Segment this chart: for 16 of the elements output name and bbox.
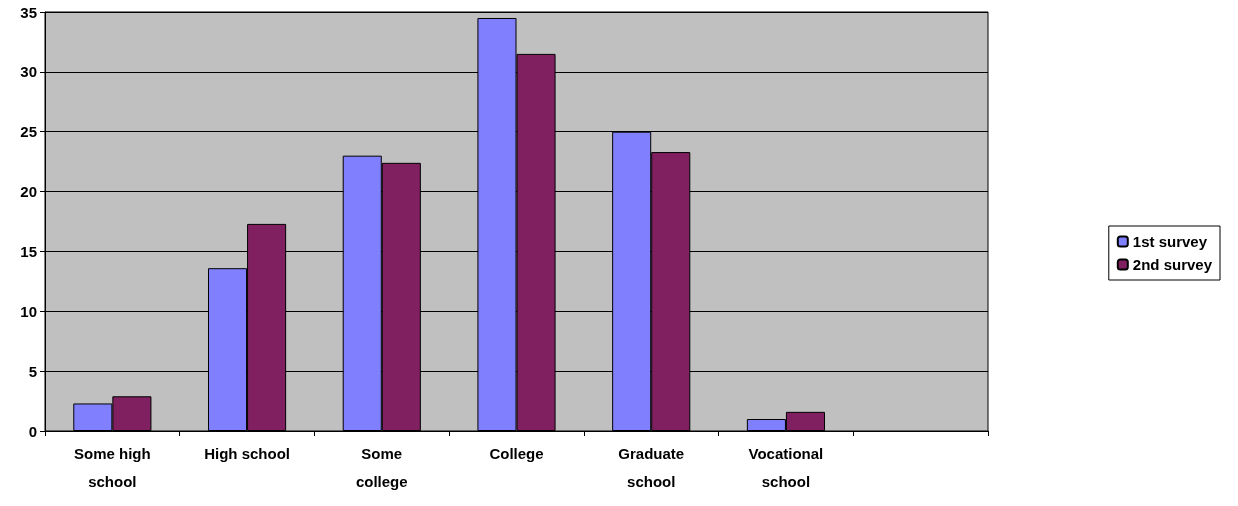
y-tick-label: 35 <box>20 3 37 21</box>
x-tick-label: Vocational school <box>748 444 824 490</box>
x-tick-label: Graduate school <box>618 444 685 490</box>
y-tick-label: 5 <box>28 362 37 380</box>
legend-label: 2nd survey <box>1132 256 1213 273</box>
x-tick-label: Some high school <box>74 444 151 490</box>
y-tick-label: 0 <box>28 422 37 440</box>
x-tick-label: College <box>489 444 544 462</box>
x-tick-label: High school <box>204 444 290 462</box>
y-tick-label: 20 <box>20 183 37 201</box>
x-tick-label: Some college <box>355 444 408 490</box>
y-tick-label: 10 <box>20 302 37 320</box>
legend-label: 1st survey <box>1132 233 1208 250</box>
y-tick-label: 25 <box>20 123 37 141</box>
y-tick-label: 30 <box>20 63 37 81</box>
y-tick-label: 15 <box>20 242 37 260</box>
